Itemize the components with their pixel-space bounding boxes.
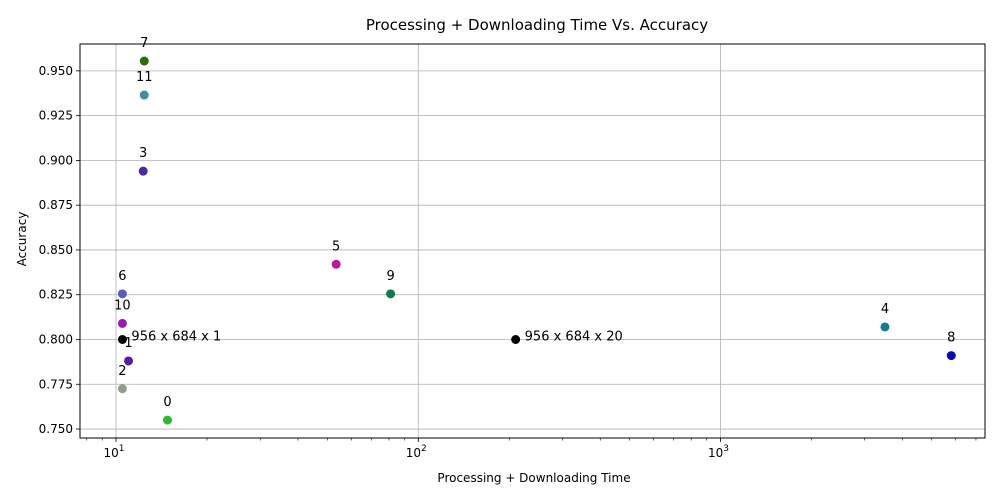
- data-point: [880, 322, 890, 332]
- point-label: 3: [139, 146, 147, 161]
- data-point: [117, 289, 127, 299]
- y-tick-label: 0.950: [39, 64, 73, 78]
- y-axis-label: Accuracy: [15, 212, 29, 267]
- data-point: [946, 351, 956, 361]
- grid-lines: [80, 44, 985, 438]
- x-axis-label: Processing + Downloading Time: [437, 471, 630, 485]
- point-label: 956 x 684 x 1: [131, 330, 221, 345]
- point-label: 11: [136, 70, 153, 85]
- y-tick-label: 0.850: [39, 243, 73, 257]
- data-point: [162, 415, 172, 425]
- data-point: [117, 335, 127, 344]
- data-point: [511, 335, 521, 344]
- y-tick-label: 0.925: [39, 109, 73, 123]
- axes: 0.750 0.775 0.800 0.825 0.850 0.875 0.900 0.925…: [39, 64, 977, 460]
- plot-frame: [79, 43, 986, 439]
- point-label: 9: [386, 269, 394, 284]
- x-tick-label: 101: [104, 444, 125, 460]
- x-tick-label: 102: [406, 444, 427, 460]
- data-points: [117, 56, 956, 425]
- y-tick-label: 0.800: [39, 333, 73, 347]
- point-label: 4: [881, 302, 889, 317]
- data-point: [139, 56, 149, 66]
- chart-title: Processing + Downloading Time Vs. Accura…: [366, 16, 708, 34]
- point-label: 0: [163, 395, 171, 410]
- y-tick-label: 0.775: [39, 377, 73, 391]
- data-point: [138, 166, 148, 176]
- point-label: 2: [118, 364, 126, 379]
- data-point: [386, 289, 396, 299]
- data-point: [139, 90, 149, 100]
- y-tick-label: 0.875: [39, 198, 73, 212]
- point-label: 10: [114, 298, 131, 313]
- point-label: 5: [332, 239, 340, 254]
- data-point: [124, 356, 134, 366]
- point-label: 1: [124, 336, 132, 351]
- data-point: [117, 318, 127, 328]
- data-point: [331, 259, 341, 269]
- y-tick-label: 0.900: [39, 153, 73, 167]
- y-tick-label: 0.825: [39, 288, 73, 302]
- point-label: 956 x 684 x 20: [525, 330, 623, 345]
- data-point: [117, 384, 127, 394]
- y-tick-label: 0.750: [39, 422, 73, 436]
- point-label: 8: [947, 331, 955, 346]
- x-tick-label: 103: [708, 444, 729, 460]
- point-label: 6: [118, 269, 126, 284]
